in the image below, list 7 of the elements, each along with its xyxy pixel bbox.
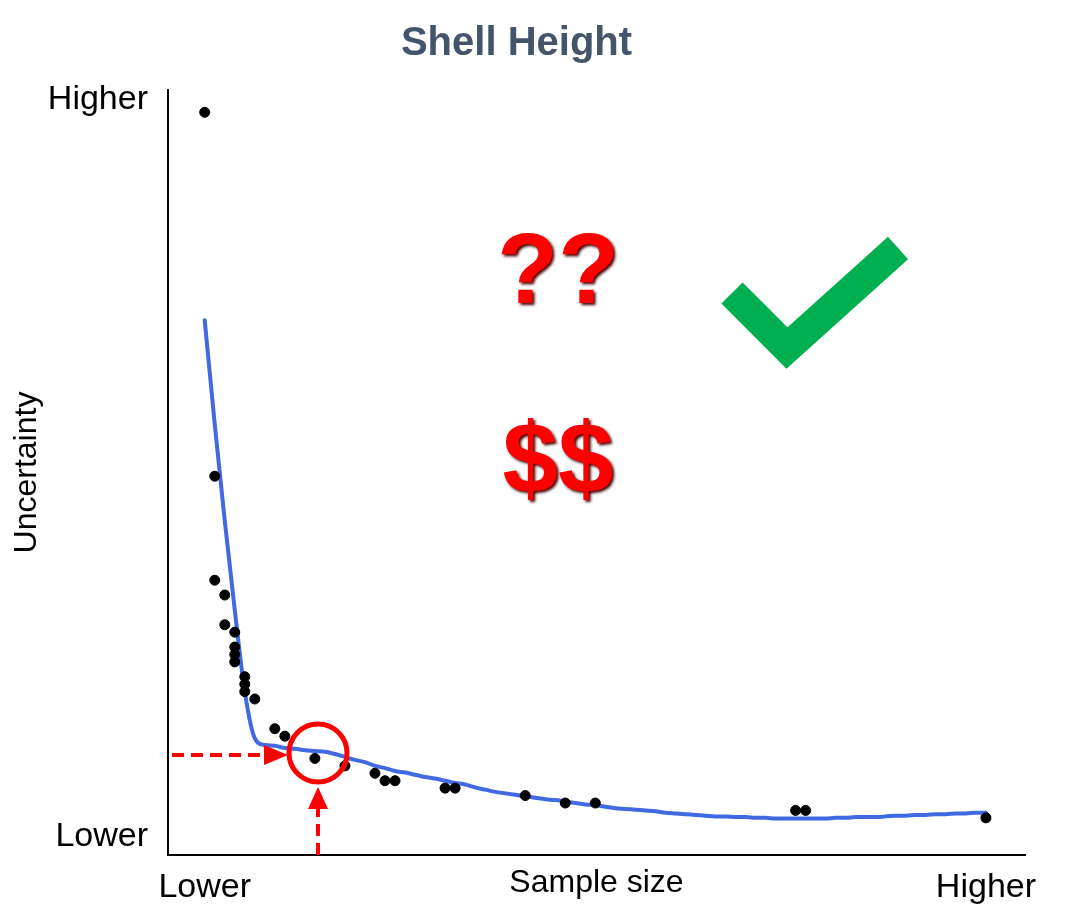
chart-title: Shell Height: [400, 19, 633, 64]
text: Lower: [55, 815, 148, 854]
annotation: ??: [495, 211, 621, 326]
y-axis-title: Uncertainty: [7, 391, 44, 554]
annotation: $$: [501, 401, 615, 516]
x-axis-title: Sample size: [509, 862, 684, 899]
text: Higher: [47, 78, 148, 117]
